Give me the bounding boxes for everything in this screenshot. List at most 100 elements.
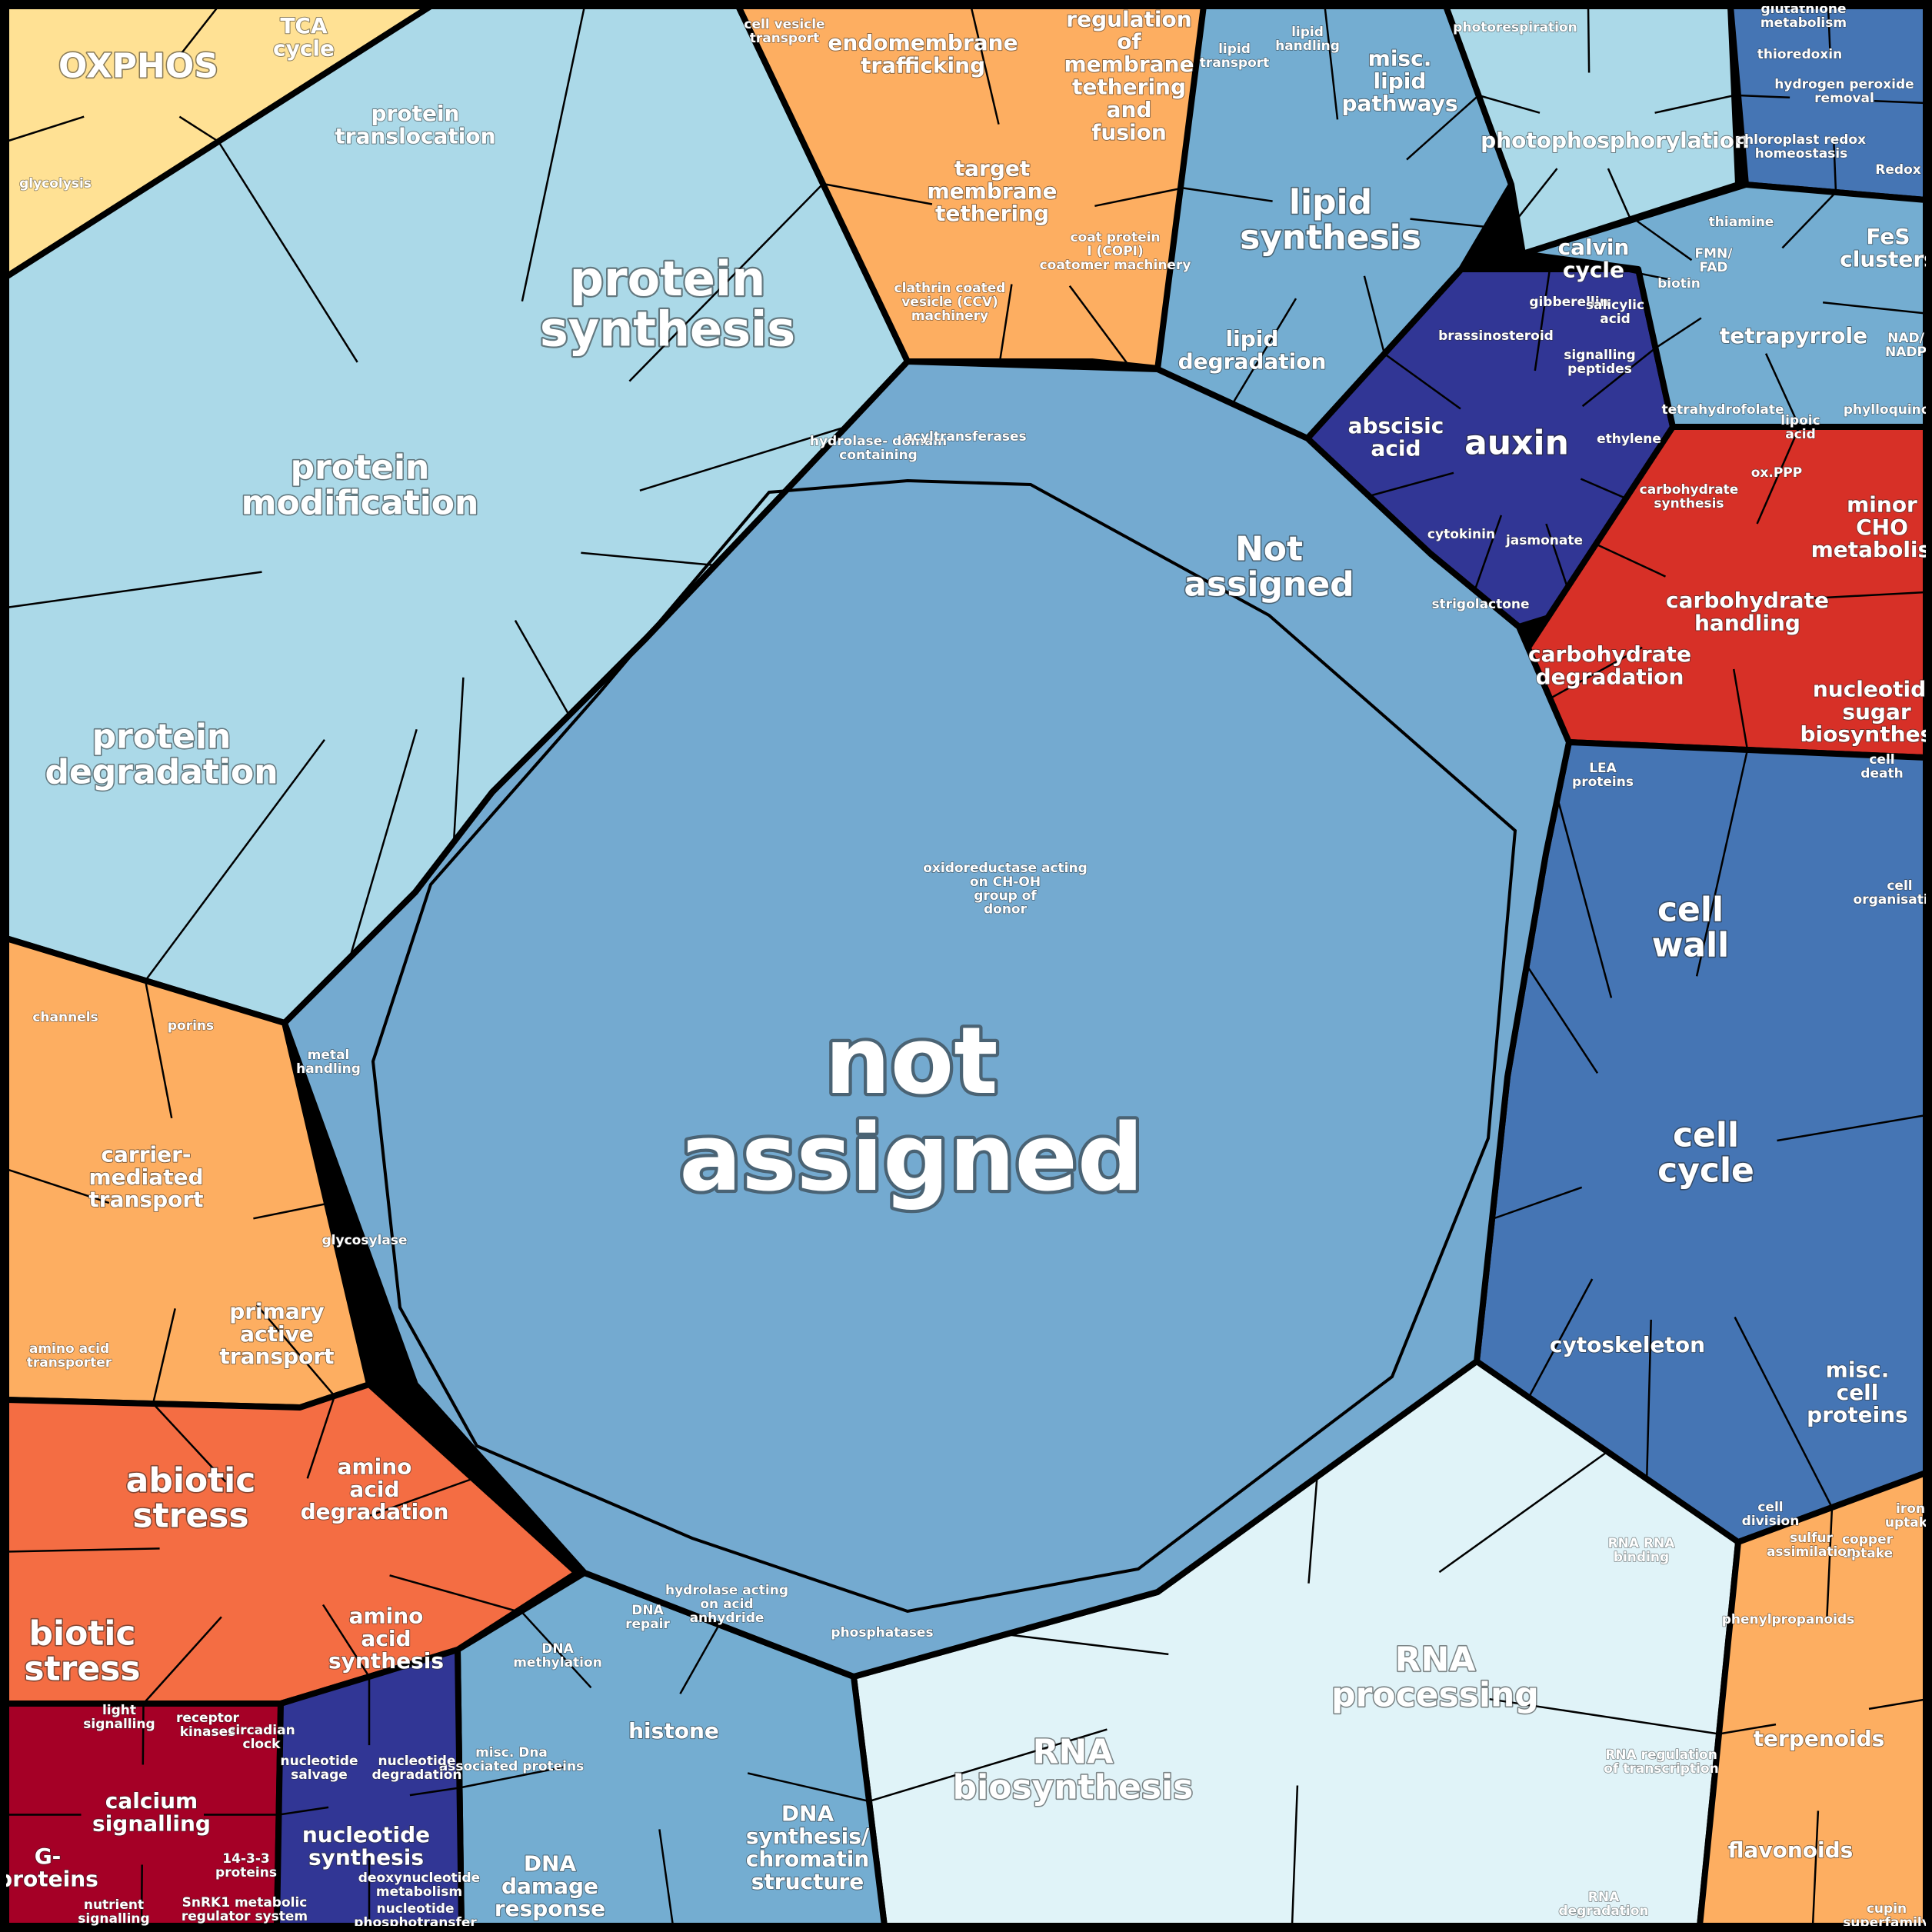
label-lea-proteins: LEA proteins [1572,761,1634,790]
label-line: biosynthesis [953,1768,1194,1807]
label-line: coatomer machinery [1040,258,1191,273]
label-line: signalling [1564,348,1635,363]
subcell-lines-signalling [6,1703,279,1927]
subcell-border [389,1574,518,1613]
subcell-border [409,1787,460,1797]
subcell-lines-nucleotides [278,1677,460,1926]
label-line: anhydride [690,1611,764,1626]
label-line: RNA regulation [1605,1747,1717,1763]
label-line: ethylene [1597,431,1661,447]
label-line: tetrapyrrole [1720,323,1867,348]
label-hydrogen-peroxide-removal: hydrogen peroxide removal [1774,77,1914,106]
subcell-lines-vesicle [822,5,1185,366]
label-tca-cycle: TCA cycle [273,13,335,61]
label-line: Redox [1875,162,1920,178]
label-line: homeostasis [1755,146,1848,162]
subcell-border [1307,1476,1318,1584]
label-sulfur-assimilation: sulfur assimilation [1767,1531,1856,1560]
subcell-border [142,1703,145,1765]
subcell-lines-hormones [1368,268,1657,610]
label-line: chromatin [746,1847,870,1872]
label-line: acyltransferases [904,429,1026,445]
label-rna-rna-binding: RNA RNA binding [1608,1536,1676,1565]
label-line: amino acid [29,1341,109,1357]
label-line: glycosylase [322,1233,408,1248]
subcell-border [1363,275,1386,355]
subcell-border [369,1477,474,1517]
label-line: acid [361,1626,411,1651]
label-cell-organisation: cellorganisation [1854,878,1932,908]
label-line: uptake [1842,1546,1893,1561]
label-line: transport [88,1187,203,1212]
label-line: channels [32,1010,98,1025]
label-line: protein [92,717,232,756]
label-receptor-kinases: receptor kinases [176,1710,239,1740]
label-dna-methylation: DNA methylation [513,1641,602,1671]
label-line: tetrahydrofolate [1661,402,1784,418]
label-hydrolase-acting-on-acid-anhydride: hydrolase acting on acid anhydride [665,1583,788,1626]
subcell-border [581,551,716,567]
label-snrk1-metabolic-regulator-system: SnRK1 metabolic regulator system [182,1895,308,1924]
subcell-border [1825,1507,1834,1623]
label-line: repair [625,1617,670,1632]
subcell-border [1543,646,1643,703]
label-cell-wall: cell wall [1652,890,1730,964]
subcell-border [253,1202,328,1220]
label-line: DNA [541,1641,574,1657]
label-carrier-mediated-transport: carrier-mediated transport [88,1141,203,1212]
label-line: hydrolase- domain [810,434,947,449]
label-line: carbohydrate [1666,588,1829,613]
subcell-border [348,728,418,958]
label-line: nutrient [84,1897,144,1913]
label-line: iron [1896,1501,1925,1517]
label-circadian-clock: circadian clock [228,1723,295,1752]
label-phosphatases: phosphatases [831,1625,933,1641]
label-lipoic-acid: lipoic acid [1780,413,1820,442]
label-rna-regulation-of-transcription: RNA regulation of transcription [1604,1747,1718,1777]
label-line: porins [168,1018,214,1034]
label-coat-protein-i-copi-coatomer-machinery: coat protein I (COPI) coatomer machinery [1040,230,1191,273]
label-line: NAD/ [1887,331,1924,346]
subcell-border [306,1395,336,1479]
label-line: not [824,1008,998,1115]
subcell-border [520,1611,592,1689]
label-dna-synthesis-chromatin-structure: DNA synthesis/chromatin structure [746,1801,870,1894]
label-oxidoreductase-acting-on-ch-oh-group-of-donor: oxidoreductase acting on CH-OH group of don… [923,861,1088,918]
subcell-border [1489,1697,1720,1735]
subcell-border [1587,5,1591,73]
label-line: degradation [371,1767,461,1783]
subcell-border [144,980,173,1119]
label-ox-ppp: ox.PPP [1751,465,1802,481]
label-line: minor [1847,491,1917,517]
subcell-border [1833,141,1837,193]
label-protein-modification: protein modification [242,448,479,522]
label-ethylene: ethylene [1597,431,1661,447]
label-line: regulator system [182,1909,308,1924]
subcell-border [868,1728,1108,1803]
label-biotin: biotin [1657,276,1700,291]
label-line: proteins [215,1865,277,1880]
subcell-border [321,1604,371,1677]
label-line: Not [1235,529,1303,568]
label-minor-cho-metabolism: minorCHOmetabolism [1811,491,1932,562]
label-line: degradation [45,753,278,792]
label-line: ox.PPP [1751,465,1802,481]
cells-layer [3,3,1929,1929]
label-line: transporter [27,1355,112,1371]
subcell-border [278,1806,329,1816]
label-line: sulfur [1790,1531,1834,1546]
subcell-border [1732,668,1749,751]
label-line: pathways [1341,91,1457,116]
label-line: uptake [1885,1515,1932,1531]
label-light-signalling: light signalling [83,1703,155,1732]
label-line: transport [750,31,820,46]
label-line: jasmonate [1505,533,1583,548]
label-line: degradation [301,1499,449,1524]
label-line: acid [349,1477,399,1502]
label-porins: porins [168,1018,214,1034]
label-line: damage [501,1874,598,1899]
label-line: regulation [1066,6,1191,32]
label-line: peptides [1567,361,1632,377]
subcell-border [970,5,1000,125]
